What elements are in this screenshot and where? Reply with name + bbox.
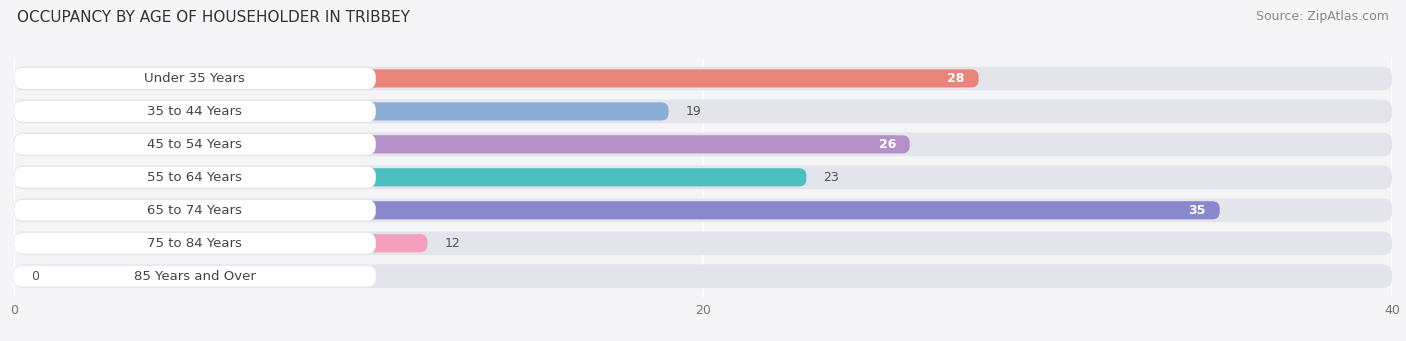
Text: 26: 26 bbox=[879, 138, 896, 151]
Text: 75 to 84 Years: 75 to 84 Years bbox=[148, 237, 242, 250]
FancyBboxPatch shape bbox=[14, 167, 375, 188]
FancyBboxPatch shape bbox=[14, 264, 1392, 288]
Text: 35: 35 bbox=[1188, 204, 1206, 217]
FancyBboxPatch shape bbox=[14, 200, 375, 221]
Text: 65 to 74 Years: 65 to 74 Years bbox=[148, 204, 242, 217]
FancyBboxPatch shape bbox=[14, 68, 375, 89]
Text: Source: ZipAtlas.com: Source: ZipAtlas.com bbox=[1256, 10, 1389, 23]
FancyBboxPatch shape bbox=[14, 165, 1392, 189]
Text: 12: 12 bbox=[444, 237, 460, 250]
FancyBboxPatch shape bbox=[14, 198, 1392, 222]
FancyBboxPatch shape bbox=[14, 168, 807, 187]
Text: Under 35 Years: Under 35 Years bbox=[145, 72, 245, 85]
FancyBboxPatch shape bbox=[14, 234, 427, 252]
Text: 35 to 44 Years: 35 to 44 Years bbox=[148, 105, 242, 118]
FancyBboxPatch shape bbox=[14, 101, 375, 122]
FancyBboxPatch shape bbox=[14, 102, 669, 120]
FancyBboxPatch shape bbox=[14, 201, 1219, 219]
FancyBboxPatch shape bbox=[14, 133, 1392, 156]
FancyBboxPatch shape bbox=[14, 266, 375, 287]
Text: 19: 19 bbox=[686, 105, 702, 118]
Text: 45 to 54 Years: 45 to 54 Years bbox=[148, 138, 242, 151]
FancyBboxPatch shape bbox=[14, 134, 375, 155]
FancyBboxPatch shape bbox=[14, 66, 1392, 90]
Text: 28: 28 bbox=[948, 72, 965, 85]
FancyBboxPatch shape bbox=[14, 233, 375, 254]
Text: 23: 23 bbox=[824, 171, 839, 184]
FancyBboxPatch shape bbox=[14, 100, 1392, 123]
Text: 85 Years and Over: 85 Years and Over bbox=[134, 270, 256, 283]
FancyBboxPatch shape bbox=[14, 135, 910, 153]
Text: OCCUPANCY BY AGE OF HOUSEHOLDER IN TRIBBEY: OCCUPANCY BY AGE OF HOUSEHOLDER IN TRIBB… bbox=[17, 10, 411, 25]
Text: 0: 0 bbox=[31, 270, 39, 283]
FancyBboxPatch shape bbox=[14, 69, 979, 88]
FancyBboxPatch shape bbox=[14, 232, 1392, 255]
Text: 55 to 64 Years: 55 to 64 Years bbox=[148, 171, 242, 184]
